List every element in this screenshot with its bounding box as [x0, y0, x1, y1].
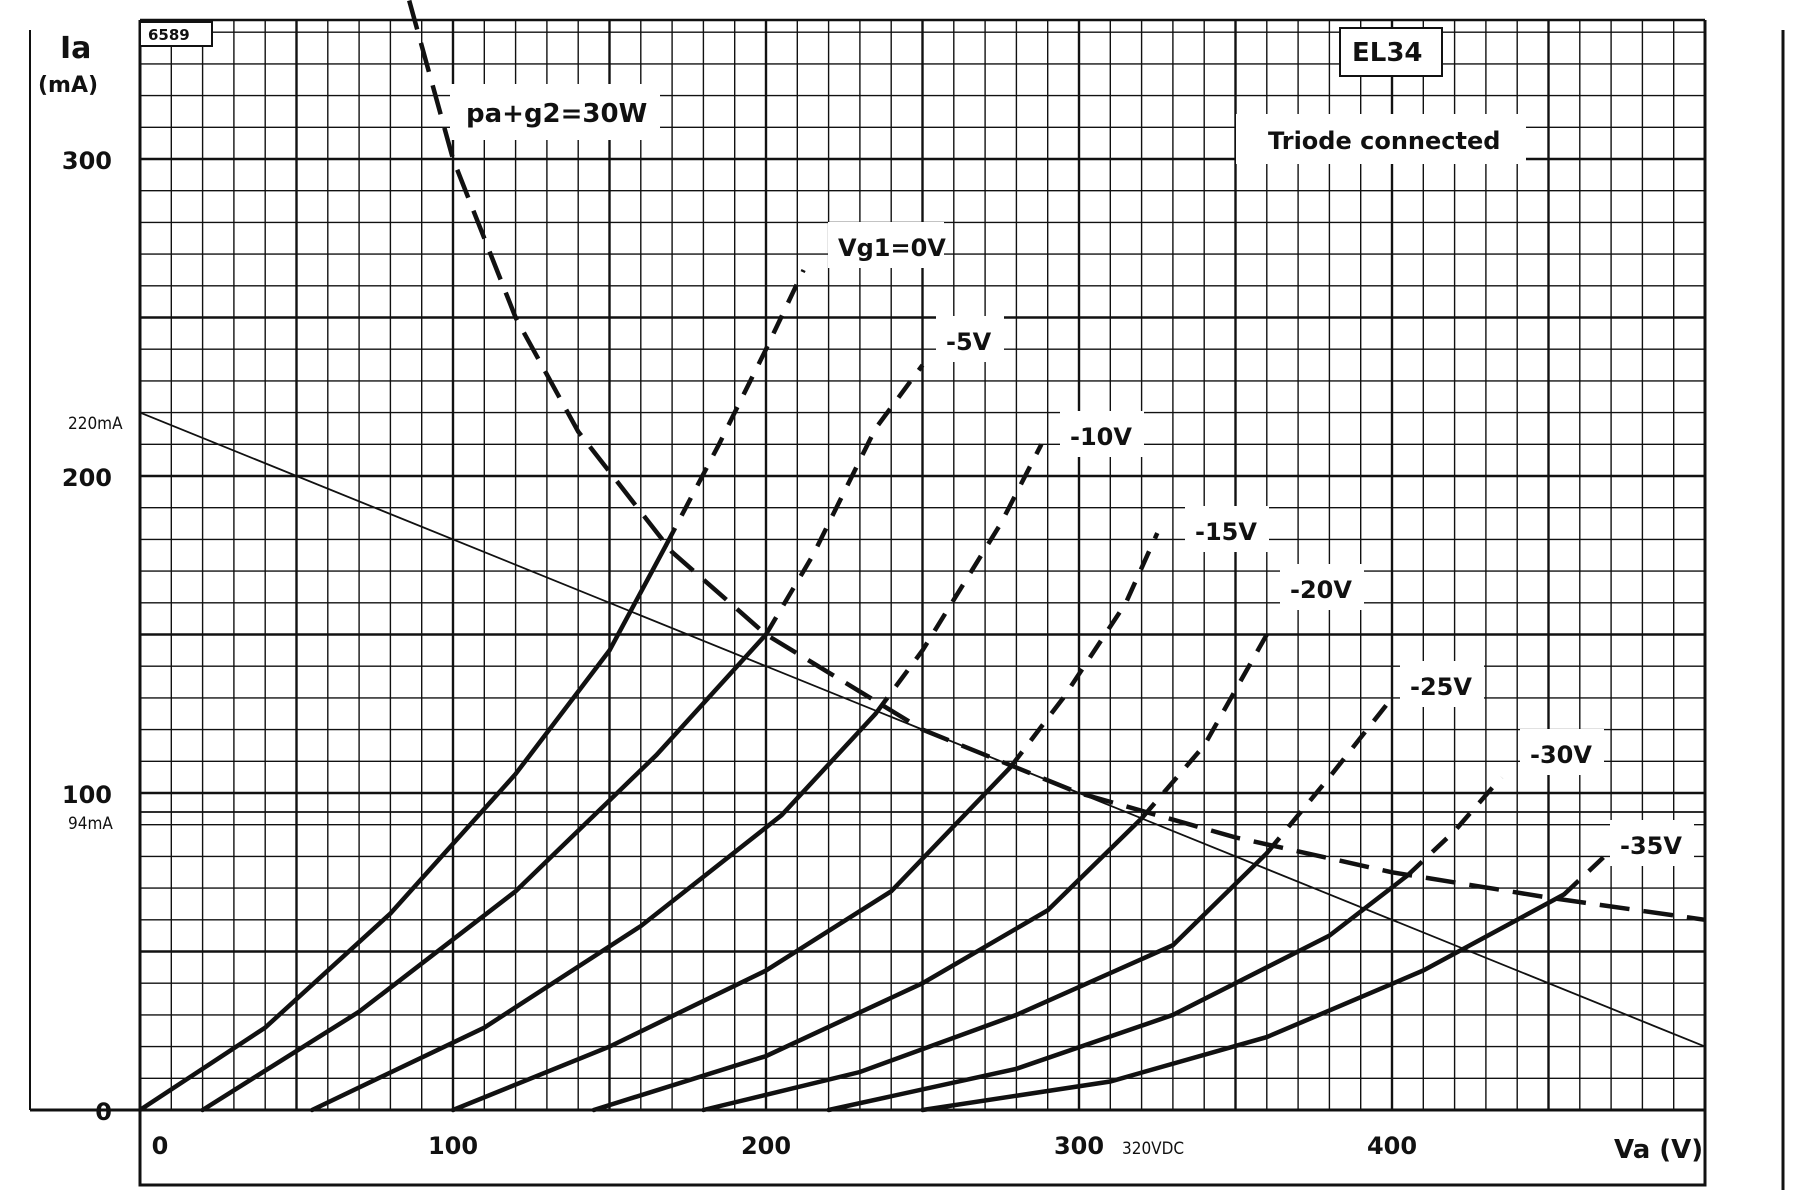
- x-tick-label: 100: [428, 1132, 478, 1160]
- y-tick-label: 300: [62, 147, 112, 175]
- annotation-320vdc: 320VDC: [1122, 1139, 1184, 1159]
- x-tick-label: 300: [1054, 1132, 1104, 1160]
- curve-label-bg: [1060, 411, 1144, 457]
- curve-label-bg: [936, 316, 1004, 362]
- x-axis-label: Va (V): [1614, 1135, 1703, 1165]
- curve-solid-7: [920, 892, 1567, 1113]
- load-and-dissipation-lines: [139, 0, 1706, 1048]
- curve-label: -35V: [1620, 832, 1682, 860]
- y-axis-label: Ia: [60, 31, 91, 66]
- curve-label: -15V: [1195, 518, 1257, 546]
- curve-dashed-3: [1008, 532, 1160, 769]
- curve-solid-0: [137, 543, 669, 1113]
- y-axis-unit: (mA): [38, 73, 98, 98]
- curve-dashed-2: [873, 443, 1044, 716]
- curve-label: -5V: [946, 328, 992, 356]
- load-line: [139, 411, 1706, 1048]
- annotation-220ma: 220mA: [68, 414, 123, 434]
- dissipation-label-bg: [450, 84, 660, 140]
- curve-dashed-1: [764, 363, 925, 636]
- mode-label: Triode connected: [1268, 127, 1500, 155]
- curve-label-bg: [1400, 661, 1484, 707]
- grid-voltage-curves: [137, 269, 1613, 1113]
- curve-dashed-7: [1562, 848, 1613, 897]
- curve-label: -10V: [1070, 423, 1132, 451]
- curve-dashed-4: [1139, 633, 1269, 820]
- mode-label-bg: [1236, 114, 1526, 164]
- curve-solid-3: [450, 765, 1013, 1113]
- tube-title: EL34: [1352, 38, 1423, 68]
- curve-label-bg: [1185, 506, 1269, 552]
- curve-label: -25V: [1410, 673, 1472, 701]
- curve-label-bg: [1520, 729, 1604, 775]
- curve-labels: Vg1=0V -5V -10V -15V -20V -25V -30V -35V: [828, 222, 1694, 866]
- y-tick-label: 100: [62, 781, 112, 809]
- curve-solid-6: [826, 873, 1410, 1113]
- tube-title-box: [1339, 27, 1443, 77]
- x-tick-label: 0: [152, 1132, 169, 1160]
- y-tick-label: 0: [95, 1098, 112, 1126]
- x-tick-label: 400: [1367, 1132, 1417, 1160]
- x-tick-label: 200: [741, 1132, 791, 1160]
- curve-solid-5: [701, 850, 1270, 1113]
- curve-solid-2: [309, 711, 878, 1113]
- curve-label: -30V: [1530, 741, 1592, 769]
- y-tick-label: 200: [62, 464, 112, 492]
- ref-code-box: [139, 21, 213, 47]
- curve-dashed-6: [1406, 775, 1504, 878]
- curve-label-bg: [1610, 820, 1694, 866]
- curve-solid-1: [200, 632, 769, 1113]
- axis-ticks: 0 100 200 300 400 0 100 200 300: [62, 147, 1417, 1160]
- y-label-bg: [34, 28, 122, 106]
- curve-label: -20V: [1290, 576, 1352, 604]
- annotation-94ma: 94mA: [68, 814, 113, 834]
- curve-solid-4: [591, 816, 1144, 1113]
- curve-label-bg: [828, 222, 944, 268]
- curve-label: Vg1=0V: [838, 234, 946, 262]
- ref-code: 6589: [148, 26, 190, 44]
- dissipation-label: pa+g2=30W: [466, 99, 647, 129]
- curve-label-bg: [1280, 564, 1364, 610]
